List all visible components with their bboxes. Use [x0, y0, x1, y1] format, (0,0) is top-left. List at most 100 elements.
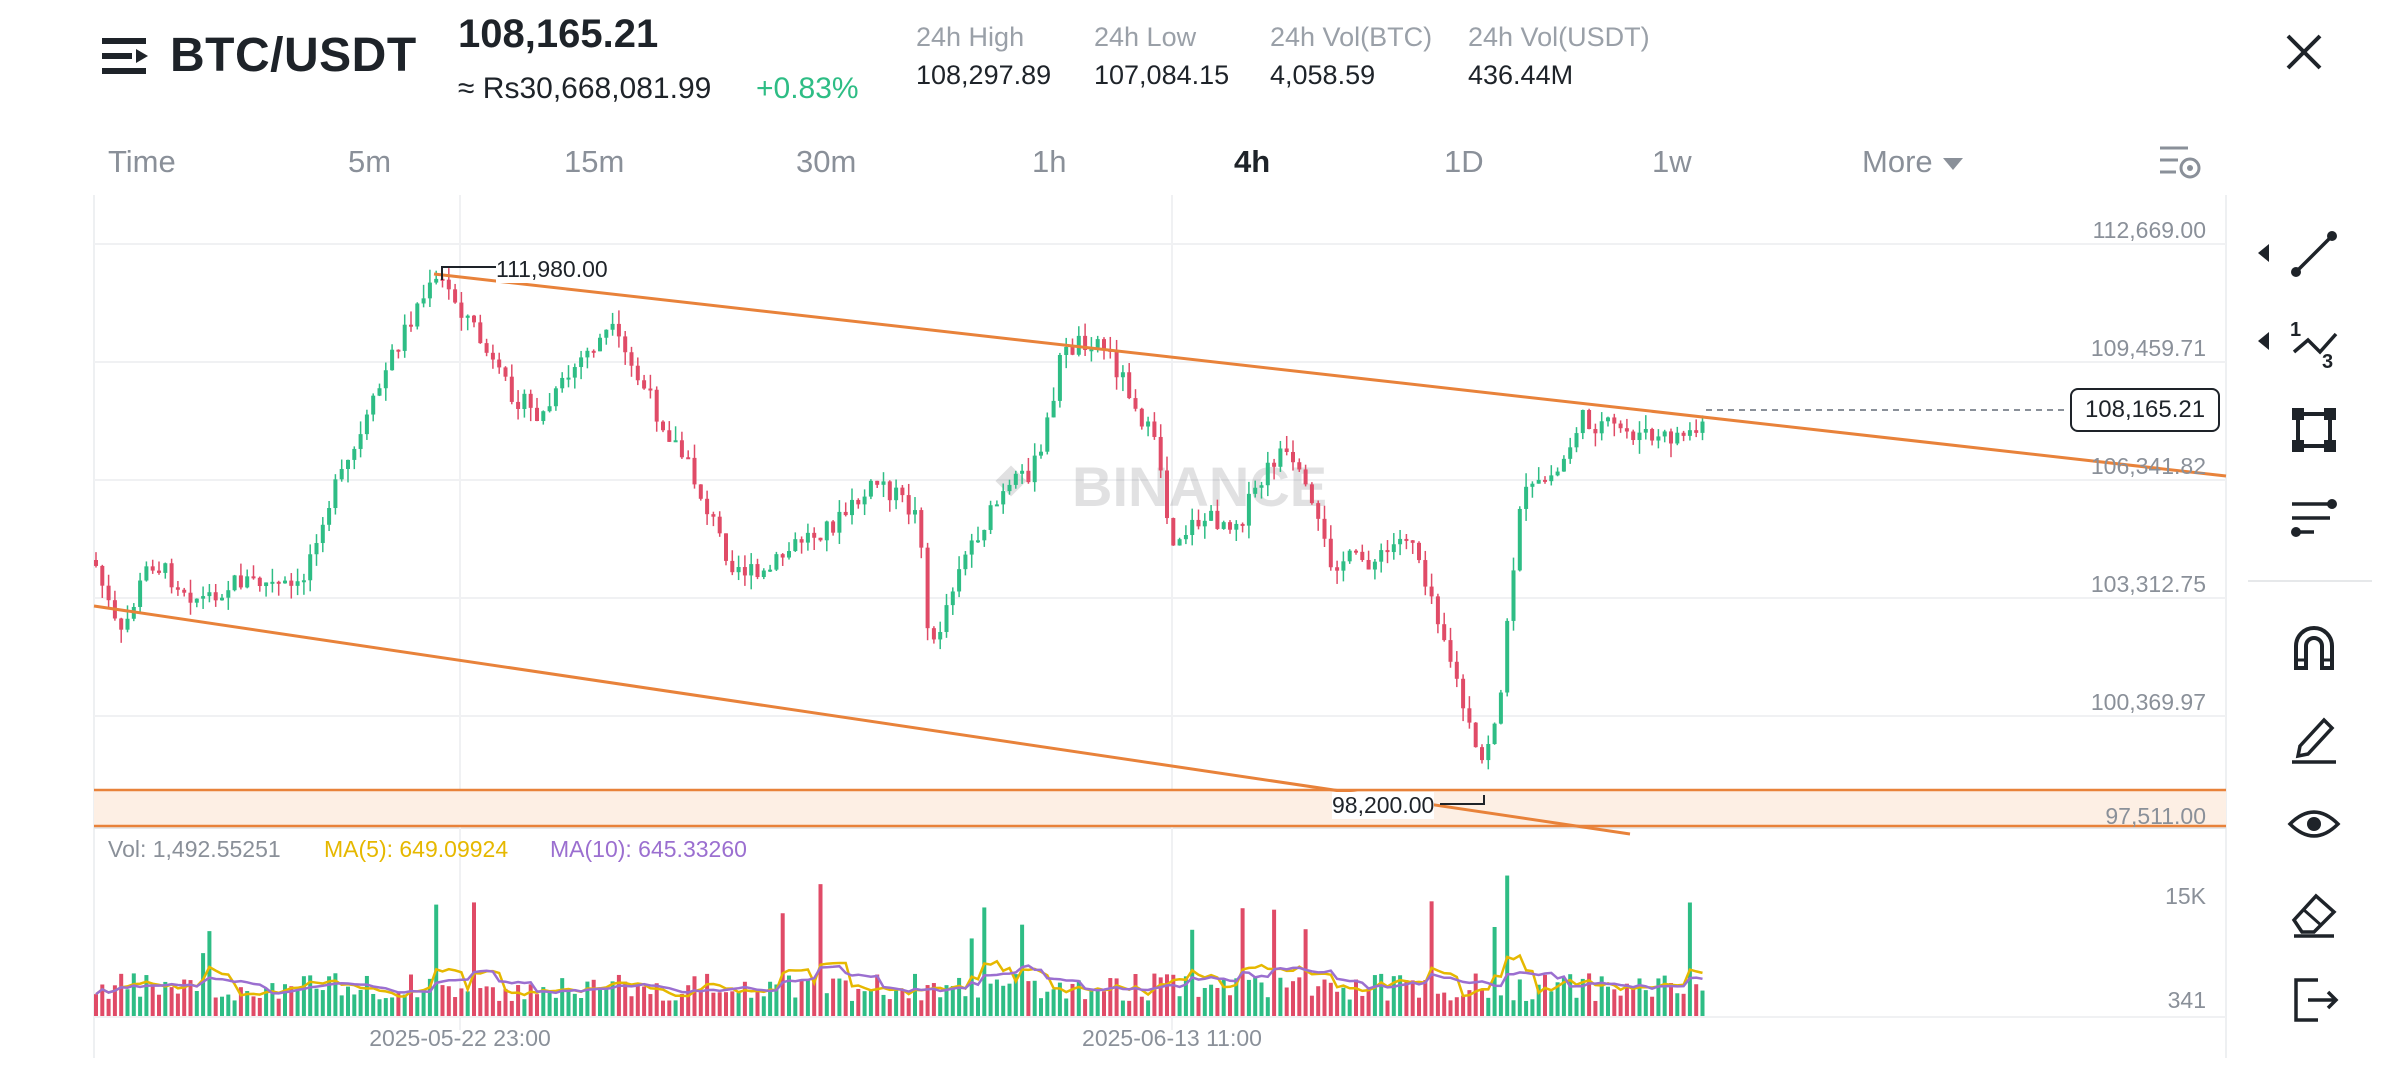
- chart-settings-icon[interactable]: [2158, 140, 2202, 184]
- candle-body: [837, 511, 842, 533]
- candle-body: [572, 367, 577, 378]
- volume-bar: [661, 1000, 665, 1016]
- candle-body: [1517, 508, 1522, 571]
- caret-left-icon[interactable]: [2258, 244, 2269, 262]
- candle-body: [1687, 430, 1692, 436]
- candle-body: [1643, 428, 1648, 433]
- candle-body: [604, 329, 609, 338]
- candle-body: [623, 336, 628, 353]
- volume-bar: [100, 984, 105, 1016]
- volume-bar: [982, 907, 987, 1016]
- candle-body: [1259, 485, 1264, 488]
- volume-bar: [717, 992, 722, 1016]
- candle-body: [1284, 448, 1289, 452]
- candle-body: [1473, 722, 1478, 748]
- volume-axis-label: 15K: [2165, 883, 2207, 909]
- candle-body: [1001, 491, 1006, 505]
- candle-body: [320, 524, 325, 544]
- volume-bar: [125, 989, 130, 1016]
- candle-body: [1139, 408, 1144, 427]
- volume-ma5: MA(5): 649.09924: [324, 836, 509, 862]
- candle-body: [106, 585, 111, 601]
- volume-bar: [295, 987, 300, 1016]
- volume-bar: [856, 988, 861, 1016]
- candle-body: [736, 567, 741, 573]
- indicator-lines-icon[interactable]: [2284, 488, 2344, 548]
- price-axis-label: 106,341.82: [2091, 453, 2206, 479]
- candle-body: [1492, 723, 1497, 744]
- candle-body: [547, 406, 552, 412]
- magnet-icon[interactable]: [2284, 618, 2344, 678]
- tab-1w[interactable]: 1w: [1652, 144, 1692, 179]
- volume-bar: [1530, 999, 1535, 1016]
- caret-left-icon[interactable]: [2258, 332, 2269, 350]
- high-price-label: 111,980.00: [496, 256, 608, 283]
- volume-bar: [1146, 1000, 1151, 1016]
- volume-bar: [692, 976, 697, 1016]
- volume-bar: [516, 985, 521, 1016]
- volume-bar: [383, 998, 388, 1016]
- close-icon[interactable]: [2282, 30, 2326, 74]
- volume-bar: [1158, 977, 1163, 1016]
- candle-body: [1467, 708, 1472, 723]
- tab-more[interactable]: More: [1862, 144, 1963, 180]
- candle-body: [1064, 346, 1069, 355]
- volume-bar: [371, 993, 376, 1016]
- volume-bar: [730, 991, 735, 1016]
- volume-bar: [1083, 999, 1088, 1016]
- volume-bar: [679, 993, 684, 1016]
- candle-body: [1637, 432, 1642, 441]
- volume-bar: [308, 975, 313, 1016]
- exit-icon[interactable]: [2284, 970, 2344, 1030]
- volume-bar: [1316, 986, 1321, 1016]
- candle-body: [1372, 561, 1377, 570]
- hamburger-menu-icon[interactable]: [100, 34, 152, 78]
- volume-bar: [1643, 990, 1648, 1016]
- tab-1h[interactable]: 1h: [1032, 144, 1067, 179]
- volume-bar: [1165, 974, 1169, 1016]
- candle-body: [850, 499, 854, 516]
- candle-body: [1026, 470, 1031, 483]
- volume-bar: [799, 981, 804, 1016]
- candle-body: [446, 279, 451, 290]
- volume-bar: [1366, 987, 1371, 1016]
- volume-bar: [535, 994, 539, 1016]
- volume-bar: [1291, 981, 1295, 1016]
- rectangle-shape-icon[interactable]: [2284, 400, 2344, 460]
- candle-body: [1618, 423, 1623, 429]
- volume-value: Vol: 1,492.55251: [108, 836, 281, 862]
- candle-body: [163, 563, 168, 573]
- volume-bar: [1064, 998, 1069, 1016]
- pencil-icon[interactable]: [2284, 706, 2344, 766]
- tab-time[interactable]: Time: [108, 144, 176, 179]
- candle-body: [182, 589, 187, 593]
- eye-icon[interactable]: [2284, 794, 2344, 854]
- volume-bar: [1215, 987, 1220, 1016]
- eraser-icon[interactable]: [2284, 882, 2344, 942]
- volume-bar: [1461, 995, 1466, 1016]
- tab-30m[interactable]: 30m: [796, 144, 857, 179]
- candle-body: [799, 539, 804, 543]
- volume-bar: [913, 973, 917, 1016]
- candle-body: [585, 350, 590, 358]
- tab-5m[interactable]: 5m: [348, 144, 392, 179]
- candle-body: [831, 521, 836, 533]
- volume-bar: [1108, 978, 1113, 1016]
- tab-1d[interactable]: 1D: [1444, 144, 1484, 179]
- volume-bar: [1448, 1000, 1453, 1016]
- volume-bar: [421, 991, 426, 1016]
- volume-bar: [755, 990, 760, 1016]
- tab-15m[interactable]: 15m: [564, 144, 625, 179]
- volume-bar: [698, 991, 703, 1016]
- pair-title[interactable]: BTC/USDT: [170, 29, 417, 82]
- candle-body: [1417, 542, 1421, 561]
- candle-body: [1454, 661, 1459, 679]
- volume-bar: [144, 975, 149, 1016]
- volume-bar: [1246, 979, 1251, 1016]
- trend-line-icon[interactable]: [2284, 224, 2344, 284]
- tab-4h[interactable]: 4h: [1234, 144, 1271, 179]
- candle-body: [667, 430, 672, 442]
- candle-body: [1505, 620, 1510, 693]
